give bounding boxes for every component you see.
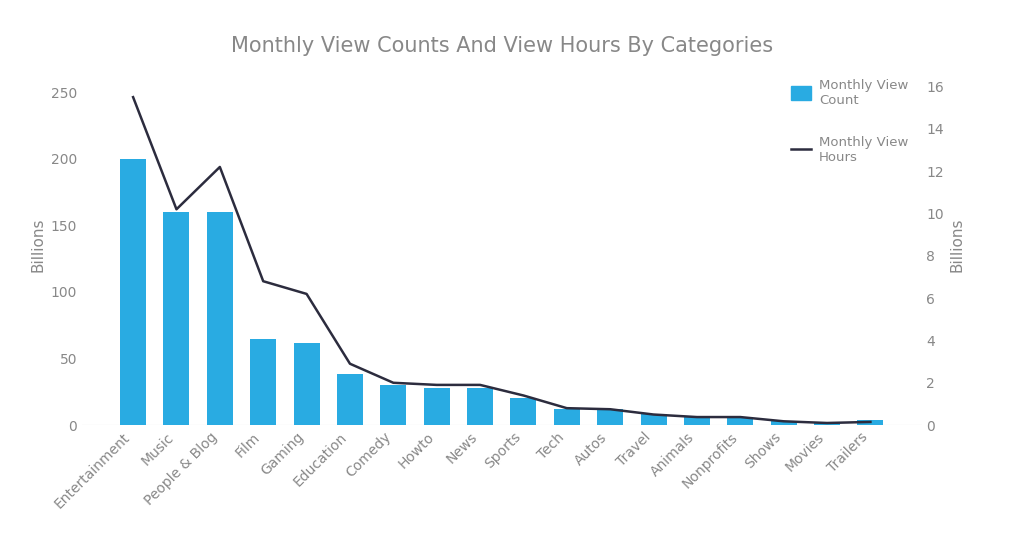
Bar	[857, 420, 884, 425]
Bar	[771, 421, 797, 425]
Bar	[467, 388, 494, 425]
Bar	[641, 414, 667, 425]
Y-axis label: Billions: Billions	[950, 218, 965, 272]
Bar	[380, 385, 407, 425]
Y-axis label: Billions: Billions	[30, 218, 45, 272]
Bar	[120, 159, 146, 425]
Bar	[727, 417, 754, 425]
Bar	[424, 388, 450, 425]
Bar	[510, 398, 537, 425]
Bar	[294, 342, 319, 425]
Bar	[207, 212, 232, 425]
Bar	[684, 417, 710, 425]
Bar	[250, 338, 276, 425]
Bar	[337, 374, 362, 425]
Legend: Monthly View
Count, Monthly View
Hours: Monthly View Count, Monthly View Hours	[784, 72, 915, 170]
Bar	[597, 409, 624, 425]
Bar	[554, 409, 580, 425]
Title: Monthly View Counts And View Hours By Categories: Monthly View Counts And View Hours By Ca…	[230, 35, 773, 56]
Bar	[164, 212, 189, 425]
Bar	[814, 422, 840, 425]
